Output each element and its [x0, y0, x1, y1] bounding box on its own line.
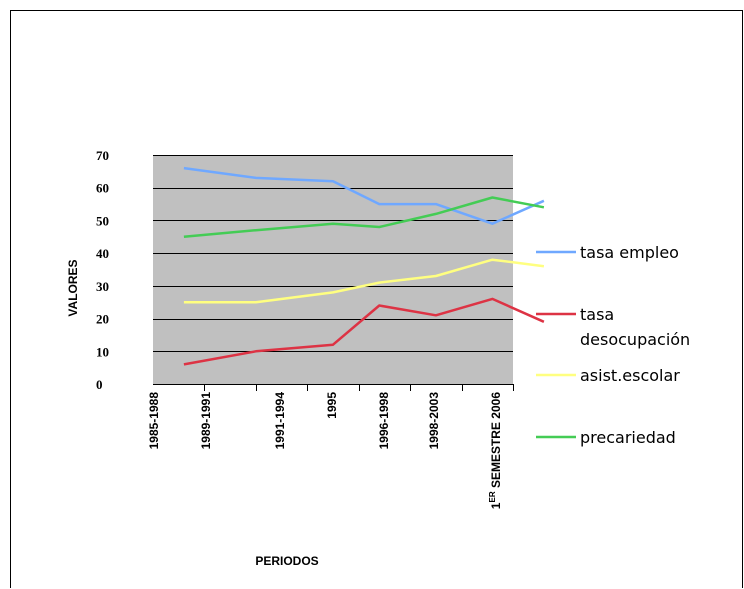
y-axis-title: VALORES [66, 259, 80, 316]
x-tick-label: 1995 [325, 392, 339, 419]
y-tick-label: 40 [96, 246, 109, 261]
y-tick-label: 60 [96, 181, 109, 196]
gridlines [153, 155, 513, 352]
x-tick-label: 1996-1998 [377, 392, 391, 450]
legend-label: asist.escolar [580, 366, 680, 385]
series-line-2 [183, 258, 545, 304]
x-tick-label: 1ER SEMESTRE 2006 [488, 392, 503, 510]
legend-label: tasa empleo [580, 243, 679, 262]
y-tick-label: 10 [96, 344, 109, 359]
y-tick-label: 50 [96, 213, 109, 228]
x-tick-label: 1991-1994 [273, 392, 287, 450]
series-line-0 [183, 166, 545, 225]
y-tick-label: 20 [96, 312, 109, 327]
y-tick-label: 70 [96, 148, 109, 163]
x-tick-label: 1985-1988 [147, 392, 161, 450]
x-tick-label: 1998-2003 [427, 392, 441, 450]
series-line-3 [183, 196, 545, 239]
chart-frame [10, 10, 743, 588]
legend: tasa empleo tasa desocupación asist.escolar… [536, 243, 690, 447]
series-line-1 [183, 297, 545, 366]
x-tick-label: 1989-1991 [199, 392, 213, 450]
y-tick-label: 0 [96, 377, 103, 392]
legend-label: precariedad [580, 428, 676, 447]
y-axis-tick-labels: 0 10 20 30 40 50 60 70 [96, 148, 109, 392]
x-axis-ticks [204, 384, 514, 391]
x-axis-title: PERIODOS [255, 554, 318, 568]
legend-label: tasa [580, 305, 614, 324]
x-axis-tick-labels: 1985-1988 1989-1991 1991-1994 1995 1996-1998… [147, 392, 503, 510]
series-lines [183, 166, 545, 366]
y-tick-label: 30 [96, 279, 109, 294]
legend-label: desocupación [580, 330, 690, 349]
